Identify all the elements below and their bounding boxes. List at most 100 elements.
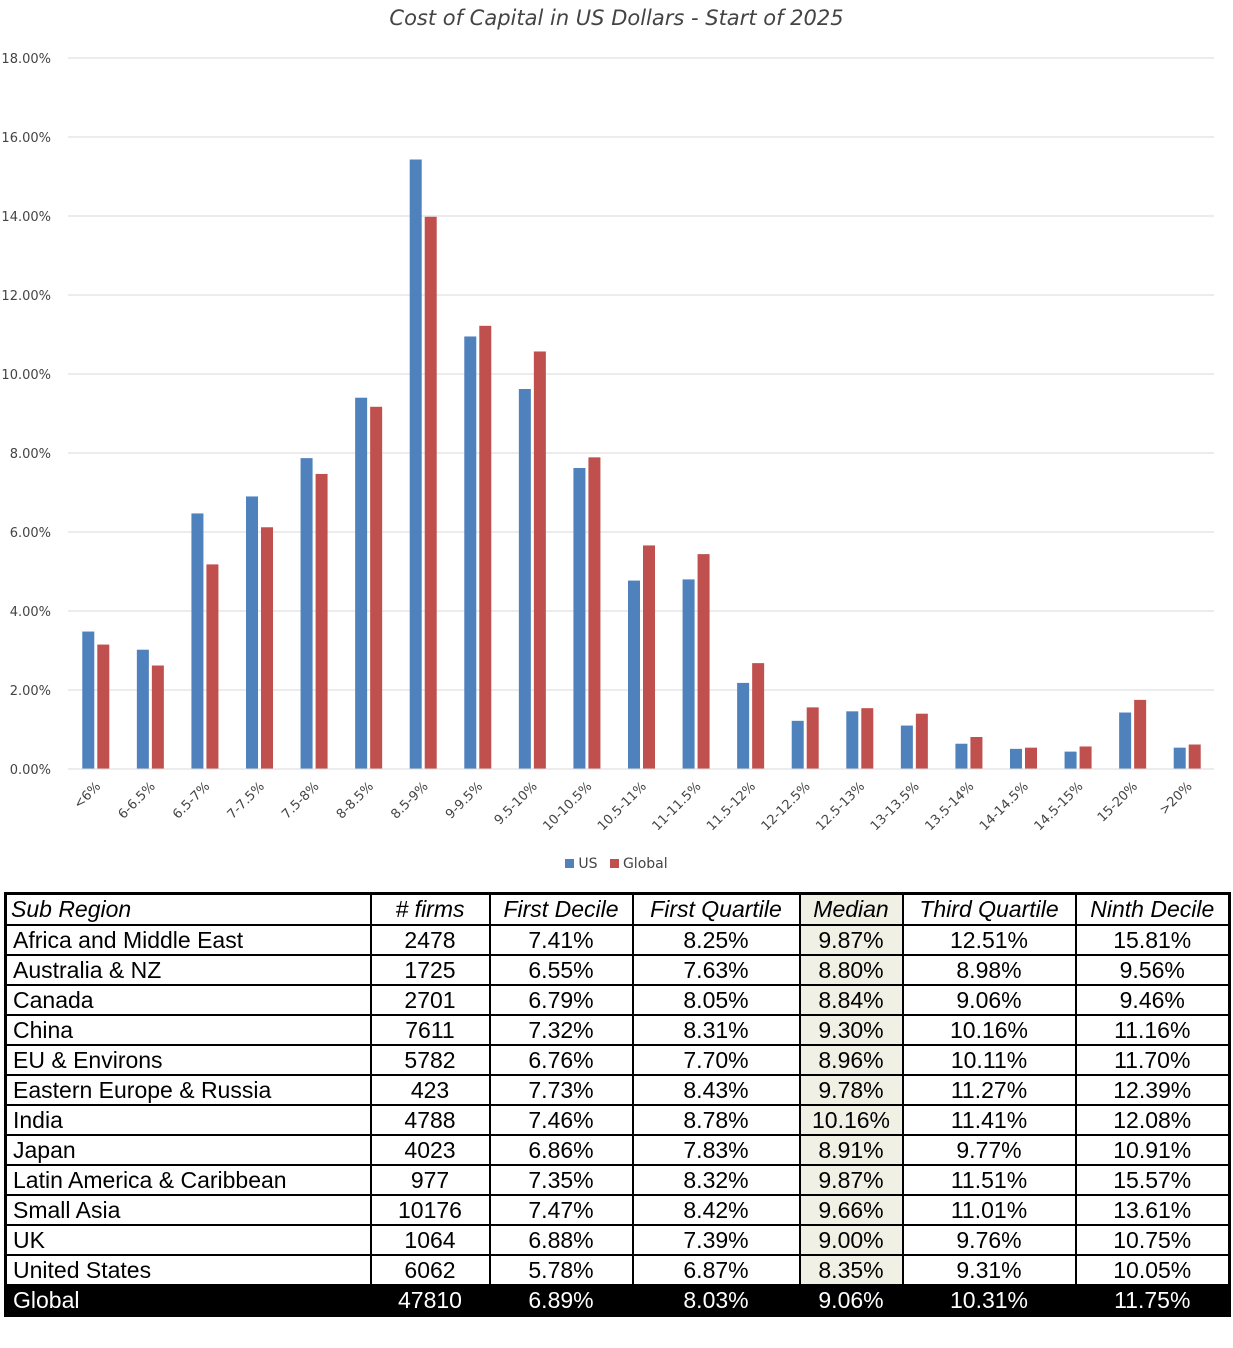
- bar-us: [900, 725, 913, 769]
- cell-region: EU & Environs: [4, 1044, 372, 1076]
- header-first-decile: First Decile: [488, 892, 634, 926]
- cell-ninth-decile: 13.61%: [1074, 1194, 1231, 1226]
- cell-third-quartile: 11.27%: [901, 1074, 1077, 1106]
- cell-first-decile: 6.76%: [488, 1044, 634, 1076]
- cell-median: 9.66%: [798, 1194, 904, 1226]
- cell-ninth-decile: 15.81%: [1074, 924, 1231, 956]
- cell-firms: 2701: [369, 984, 491, 1016]
- cell-median: 8.96%: [798, 1044, 904, 1076]
- legend-label-global: Global: [622, 856, 668, 872]
- cell-median: 8.80%: [798, 954, 904, 986]
- x-tick-label: 14.5-15%: [1032, 779, 1087, 834]
- cell-first-quartile: 8.05%: [631, 984, 801, 1016]
- table-row: Latin America & Caribbean 977 7.35% 8.32% 9.…: [4, 1164, 1231, 1196]
- x-tick-label: 13-13.5%: [868, 779, 923, 834]
- cell-ninth-decile: 15.57%: [1074, 1164, 1231, 1196]
- cell-region: Latin America & Caribbean: [4, 1164, 372, 1196]
- header-ninth-decile: Ninth Decile: [1074, 892, 1231, 926]
- header-sub-region: Sub Region: [4, 892, 372, 926]
- bar-global: [970, 737, 983, 769]
- header-first-quartile: First Quartile: [631, 892, 801, 926]
- cell-first-decile: 6.88%: [488, 1224, 634, 1256]
- bar-global: [533, 351, 546, 769]
- cell-median: 9.78%: [798, 1074, 904, 1106]
- y-tick-label: 2.00%: [10, 684, 51, 699]
- bar-us: [628, 580, 640, 769]
- bar-us: [737, 682, 750, 769]
- cell-first-quartile: 8.31%: [631, 1014, 801, 1046]
- y-tick-label: 16.00%: [1, 131, 51, 146]
- cell-firms: 4023: [369, 1134, 491, 1166]
- cell-region: Africa and Middle East: [4, 924, 372, 956]
- cell-ninth-decile: 12.08%: [1074, 1104, 1231, 1136]
- chart-area: Cost of Capital in US Dollars - Start of…: [1, 6, 1214, 872]
- bar-us: [1173, 747, 1186, 769]
- cell-first-decile: 7.73%: [488, 1074, 634, 1106]
- legend-label-us: US: [578, 856, 598, 872]
- cell-first-quartile: 8.25%: [631, 924, 801, 956]
- bar-us: [246, 496, 258, 769]
- x-tick-label: 11.5-12%: [704, 779, 759, 834]
- cell-ninth-decile: 10.05%: [1074, 1254, 1231, 1286]
- x-tick-label: 6-6.5%: [116, 779, 159, 822]
- cell-firms: 2478: [369, 924, 491, 956]
- bar-us: [191, 513, 204, 769]
- cell-first-decile: 6.79%: [488, 984, 634, 1016]
- bar-global: [1025, 747, 1037, 769]
- cell-median: 9.87%: [798, 1164, 904, 1196]
- cell-region: India: [4, 1104, 372, 1136]
- cell-firms: 423: [369, 1074, 491, 1106]
- cell-first-decile: 7.32%: [488, 1014, 634, 1046]
- cell-median: 9.87%: [798, 924, 904, 956]
- cell-firms: 977: [369, 1164, 491, 1196]
- table-row: India 4788 7.46% 8.78% 10.16% 11.41% 12.08%: [4, 1104, 1231, 1136]
- cell-firms: 47810: [369, 1284, 491, 1317]
- y-tick-label: 14.00%: [1, 210, 51, 225]
- x-tick-label: 15-20%: [1095, 779, 1141, 825]
- bar-us: [846, 711, 859, 769]
- cell-first-decile: 6.55%: [488, 954, 634, 986]
- x-tick-label: 8.5-9%: [388, 779, 431, 822]
- cell-firms: 5782: [369, 1044, 491, 1076]
- cell-first-quartile: 8.78%: [631, 1104, 801, 1136]
- cell-firms: 7611: [369, 1014, 491, 1046]
- bar-us: [682, 579, 695, 769]
- bar-global: [697, 554, 710, 769]
- cell-first-quartile: 7.63%: [631, 954, 801, 986]
- table-row: Australia & NZ 1725 6.55% 7.63% 8.80% 8.98% 9.…: [4, 954, 1231, 986]
- x-tick-label: 6.5-7%: [170, 779, 213, 822]
- bar-global: [479, 325, 492, 769]
- x-tick-label: 12.5-13%: [813, 779, 868, 834]
- cell-firms: 6062: [369, 1254, 491, 1286]
- cell-ninth-decile: 10.91%: [1074, 1134, 1231, 1166]
- x-tick-label: 13.5-14%: [922, 779, 977, 834]
- table-row: Japan 4023 6.86% 7.83% 8.91% 9.77% 10.91%: [4, 1134, 1231, 1166]
- cell-first-decile: 6.86%: [488, 1134, 634, 1166]
- header-median: Median: [798, 892, 904, 926]
- cell-first-decile: 5.78%: [488, 1254, 634, 1286]
- bar-us: [355, 397, 368, 769]
- cell-third-quartile: 10.11%: [901, 1044, 1077, 1076]
- x-tick-label: 7-7.5%: [225, 779, 268, 822]
- cell-first-quartile: 6.87%: [631, 1254, 801, 1286]
- cell-first-quartile: 8.43%: [631, 1074, 801, 1106]
- table-row: UK 1064 6.88% 7.39% 9.00% 9.76% 10.75%: [4, 1224, 1231, 1256]
- cell-third-quartile: 11.51%: [901, 1164, 1077, 1196]
- cell-region: Global: [4, 1284, 372, 1317]
- cell-region: Australia & NZ: [4, 954, 372, 986]
- bar-us: [955, 743, 968, 769]
- bar-us: [1010, 748, 1022, 769]
- bar-global: [861, 708, 874, 769]
- legend-item-global: Global: [609, 856, 668, 872]
- cell-third-quartile: 9.31%: [901, 1254, 1077, 1286]
- cell-first-quartile: 7.39%: [631, 1224, 801, 1256]
- bar-us: [82, 631, 95, 769]
- cell-third-quartile: 9.76%: [901, 1224, 1077, 1256]
- x-tick-label: 9.5-10%: [492, 779, 541, 828]
- bar-global: [752, 663, 765, 769]
- cell-ninth-decile: 9.56%: [1074, 954, 1231, 986]
- bar-global: [1134, 699, 1147, 769]
- x-tick-label: 9-9.5%: [443, 779, 486, 822]
- cell-ninth-decile: 9.46%: [1074, 984, 1231, 1016]
- x-tick-label: 14-14.5%: [977, 779, 1032, 834]
